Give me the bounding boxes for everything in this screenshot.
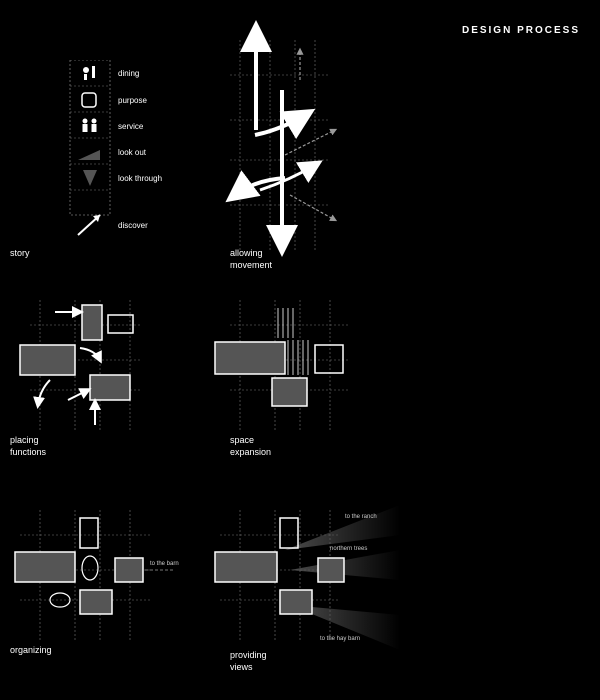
- diagram-grid: dining purpose service look out look thr…: [0, 60, 600, 700]
- square-icon: [82, 93, 96, 107]
- caption-views-2: views: [230, 662, 253, 672]
- caption-functions-1: placing: [10, 435, 39, 445]
- caption-functions-2: functions: [10, 447, 46, 457]
- functions-svg: [0, 290, 200, 450]
- story-svg: dining purpose service look out look thr…: [0, 60, 200, 260]
- caption-views-1: providing: [230, 650, 267, 660]
- caption-views: providing views: [230, 650, 267, 673]
- view-label-mid: northern trees: [330, 546, 367, 552]
- caption-organizing: organizing: [10, 645, 52, 657]
- triangle-right-icon: [78, 150, 100, 160]
- legend-label-dining: dining: [118, 69, 139, 78]
- caption-movement: allowing movement: [230, 248, 272, 271]
- organizing-small-label: to the barn: [150, 561, 179, 567]
- legend-label-service: service: [118, 122, 144, 131]
- legend-label-lookout: look out: [118, 148, 147, 157]
- caption-movement-1: allowing: [230, 248, 263, 258]
- caption-expansion-2: expansion: [230, 447, 271, 457]
- panel-organizing: to the barn organizing: [0, 500, 200, 680]
- panel-movement: allowing movement: [200, 20, 400, 280]
- caption-expansion-1: space: [230, 435, 254, 445]
- caption-functions: placing functions: [10, 435, 46, 458]
- legend-label-purpose: purpose: [118, 96, 147, 105]
- caption-expansion: space expansion: [230, 435, 271, 458]
- legend-label-lookthrough: look through: [118, 174, 162, 183]
- view-label-bottom: to the hay barn: [320, 636, 360, 642]
- panel-expansion: space expansion: [200, 290, 400, 470]
- page-title: DESIGN PROCESS: [462, 25, 580, 36]
- panel-functions: placing functions: [0, 290, 200, 470]
- expansion-svg: [200, 290, 400, 450]
- movement-svg: [200, 20, 400, 270]
- arrow-icon: [78, 215, 100, 235]
- legend-label-discover: discover: [118, 221, 148, 230]
- caption-story: story: [10, 248, 30, 260]
- panel-story: dining purpose service look out look thr…: [0, 60, 200, 280]
- organizing-svg: to the barn: [0, 500, 200, 660]
- utensils-icon: [83, 66, 95, 80]
- people-icon: [83, 119, 97, 133]
- panel-views: to the ranch northern trees to the hay b…: [200, 500, 400, 680]
- triangle-down-icon: [83, 170, 97, 186]
- view-label-top: to the ranch: [345, 514, 377, 520]
- caption-movement-2: movement: [230, 260, 272, 270]
